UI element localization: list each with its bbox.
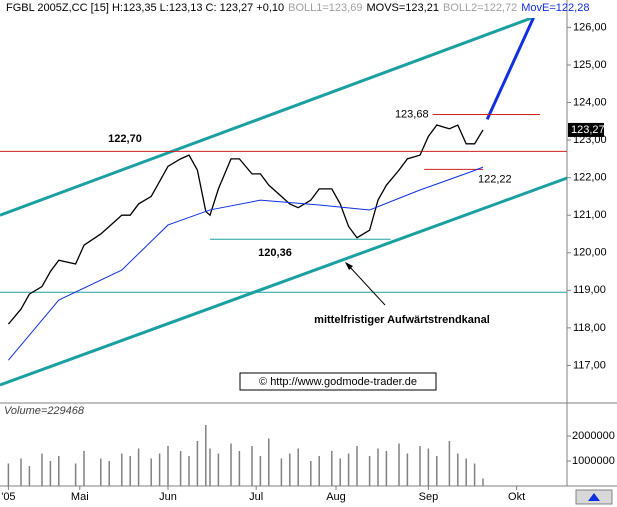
y-tick-label: 119,00 — [573, 284, 606, 296]
scroll-icon — [588, 493, 600, 501]
copyright: © http://www.godmode-trader.de — [259, 376, 417, 388]
y-tick-label: 123,00 — [573, 134, 607, 146]
arrow-head — [345, 262, 353, 270]
level-label: 122,70 — [108, 133, 142, 145]
x-tick-label: Jul — [249, 491, 263, 503]
trend-line — [0, 176, 567, 387]
axis-panel — [567, 0, 617, 507]
plot — [0, 18, 567, 387]
header-item: FGBL 2005Z,CC [15] H:123,35 L:123,13 C: … — [6, 2, 284, 14]
header-item: MOVS=123,21 — [366, 2, 438, 14]
y-tick-label: 117,00 — [573, 359, 606, 371]
y-tick-label: 126,00 — [573, 21, 607, 33]
header-item: BOLL1=123,69 — [288, 2, 362, 14]
price-line — [7, 124, 484, 325]
x-tick-label: Jun — [159, 491, 177, 503]
x-tick-label: Okt — [508, 491, 525, 503]
price-line — [8, 166, 484, 361]
level-label: 122,22 — [478, 173, 512, 185]
x-tick-label: Mai — [71, 491, 89, 503]
y-tick-label: 124,00 — [573, 96, 607, 108]
level-label: 123,68 — [395, 108, 429, 120]
x-tick-label: '05 — [1, 491, 15, 503]
header-item: BOLL2=122,72 — [443, 2, 517, 14]
price-box — [568, 122, 604, 137]
volume-tick-label: 1000000 — [572, 455, 615, 467]
arrow — [348, 265, 386, 306]
header: FGBL 2005Z,CC [15] H:123,35 L:123,13 C: … — [6, 2, 589, 14]
y-tick-label: 120,00 — [573, 247, 607, 259]
level-label: 120,36 — [258, 247, 292, 259]
copyright-box — [239, 372, 437, 391]
y-tick-label: 118,00 — [573, 322, 606, 334]
price-box-label: 123,27 — [571, 124, 605, 136]
header-item: MovE=122,28 — [521, 2, 589, 14]
volume-label: Volume=229468 — [4, 405, 85, 417]
volume-tick-label: 2000000 — [572, 430, 615, 442]
annotation: mittelfristiger Aufwärtstrendkanal — [314, 314, 490, 326]
x-tick-label: Sep — [419, 491, 439, 503]
overlay: 122,70 120,36 123,68 122,22 — [108, 108, 511, 259]
y-tick-label: 122,00 — [573, 172, 607, 184]
y-tick-label: 121,00 — [573, 209, 607, 221]
y-tick-label: 125,00 — [573, 59, 607, 71]
trend-line — [485, 18, 535, 121]
x-tick-label: Aug — [326, 491, 346, 503]
trend-line — [0, 18, 536, 217]
